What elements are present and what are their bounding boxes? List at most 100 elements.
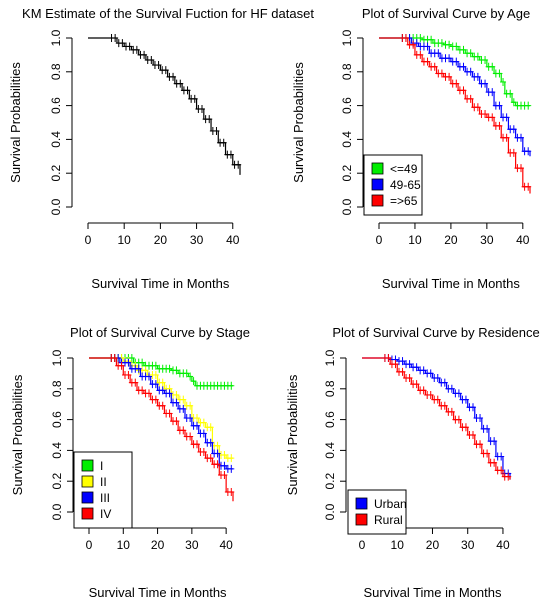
y-axis-label: Survival Probabilities (285, 374, 300, 495)
series-iii-censor-mark (214, 449, 221, 458)
y-tick-label: 0.0 (323, 503, 337, 520)
y-tick-label: 0.0 (340, 198, 354, 215)
legend-swatch (81, 475, 94, 488)
series-ii-censor-mark (194, 414, 200, 423)
series-urban-censor-mark (434, 374, 441, 383)
y-tick-label: 0.8 (49, 63, 63, 80)
series-i-line (89, 357, 233, 387)
legend-label: <=49 (390, 162, 418, 176)
series-49-65-censor-mark (413, 39, 420, 48)
series-49-censor-mark (510, 98, 517, 107)
series-km-censor-mark (162, 66, 169, 75)
series-49-censor-mark (525, 101, 532, 110)
series-urban-censor-mark (427, 369, 434, 378)
x-tick-label: 30 (185, 538, 199, 552)
series-rural-censor-mark (434, 395, 441, 404)
series-49-censor-mark (507, 89, 514, 98)
series-49-censor-mark (474, 52, 481, 61)
chart-title: Plot of Survival Curve by Residence (332, 325, 539, 340)
series-km-line (88, 37, 241, 175)
series-i-censor-mark (183, 369, 190, 378)
series-iii-censor-mark (152, 380, 159, 389)
series-urban-censor-mark (470, 403, 476, 412)
series-65-censor-mark (417, 50, 424, 59)
series-49-censor-mark (417, 34, 424, 42)
x-tick-label: 30 (190, 233, 204, 247)
series-49-65-line (379, 37, 531, 157)
series-urban-censor-mark (420, 366, 427, 375)
series-65-censor-mark (503, 133, 510, 142)
series-ii-censor-mark (152, 370, 159, 379)
series-65-censor-mark (510, 148, 517, 157)
legend-swatch (355, 497, 368, 510)
series-iv-line (89, 357, 234, 502)
series-ii-censor-mark (200, 418, 207, 427)
x-axis-label: Survival Time in Months (382, 276, 520, 291)
series-i-censor-mark (139, 358, 146, 367)
series-km-censor-mark (220, 138, 227, 147)
chart-title: KM Estimate of the Survival Fuction for … (22, 6, 314, 21)
x-tick-label: 0 (85, 233, 92, 247)
series-iv-censor-mark (118, 361, 125, 370)
series-km-censor-mark (119, 39, 126, 48)
series-iii-censor-mark (166, 389, 173, 398)
series-iv-censor-mark (214, 460, 221, 469)
series-km-censor-mark (141, 50, 148, 59)
series-rural-censor-mark (484, 449, 491, 458)
x-tick-label: 10 (408, 233, 422, 247)
series-49-65-censor-mark (489, 88, 496, 97)
x-axis-label: Survival Time in Months (91, 276, 229, 291)
legend-swatch (371, 162, 384, 175)
series-iv-censor-mark (139, 386, 146, 395)
series-rural-censor-mark (413, 380, 420, 389)
chart-title: Plot of Survival Curve by Age (362, 6, 530, 21)
series-65-censor-mark (474, 103, 481, 112)
series-65-censor-mark (410, 40, 417, 49)
series-49-65-censor-mark (453, 57, 460, 66)
x-tick-label: 20 (154, 233, 168, 247)
x-tick-label: 20 (426, 538, 440, 552)
series-iii-censor-mark (221, 461, 228, 470)
series-iv-censor-mark (221, 471, 228, 480)
series-urban-censor-mark (413, 363, 420, 372)
y-tick-label: 0.2 (49, 165, 63, 182)
legend-label: Urban (374, 497, 407, 511)
series-km-censor-mark (155, 61, 162, 70)
series-49-65-censor-mark (518, 133, 525, 142)
series-urban-censor-mark (491, 437, 498, 446)
y-tick-label: 0.6 (340, 97, 354, 114)
series-65-censor-mark (489, 113, 496, 122)
series-urban-censor-mark (448, 384, 455, 393)
series-urban-censor-mark (455, 389, 462, 398)
series-49-65-censor-mark (482, 79, 489, 88)
series-iv-censor-mark (146, 389, 152, 398)
series-65-censor-mark (460, 86, 467, 95)
series-49-65-censor-mark (460, 62, 467, 71)
legend-label: II (100, 475, 107, 489)
series-iv-censor-mark (200, 447, 207, 456)
series-iv-censor-mark (187, 432, 194, 441)
x-axis-label: Survival Time in Months (363, 585, 501, 600)
y-tick-label: 0.6 (50, 411, 64, 428)
series-iii-censor-mark (200, 429, 207, 438)
x-tick-label: 40 (219, 538, 233, 552)
series-ii-censor-mark (159, 378, 166, 387)
series-49-65-censor-mark (496, 101, 503, 110)
legend-label: III (100, 491, 110, 505)
series-iv-censor-mark (228, 487, 235, 496)
series-ii-censor-mark (228, 454, 235, 463)
series-urban-censor-mark (498, 452, 505, 461)
series-65-line (379, 37, 531, 194)
x-tick-label: 10 (391, 538, 405, 552)
series-urban-line (362, 357, 511, 480)
series-65-censor-mark (424, 57, 431, 66)
chart-title: Plot of Survival Curve by Stage (70, 325, 250, 340)
series-rural-censor-mark (399, 367, 406, 376)
y-tick-label: 0.2 (340, 165, 354, 182)
y-tick-label: 0.6 (49, 97, 63, 114)
series-iii-censor-mark (125, 358, 132, 367)
series-65-censor-mark (467, 94, 474, 103)
legend: Urban Rural (347, 489, 407, 535)
series-iii-censor-mark (180, 404, 187, 413)
